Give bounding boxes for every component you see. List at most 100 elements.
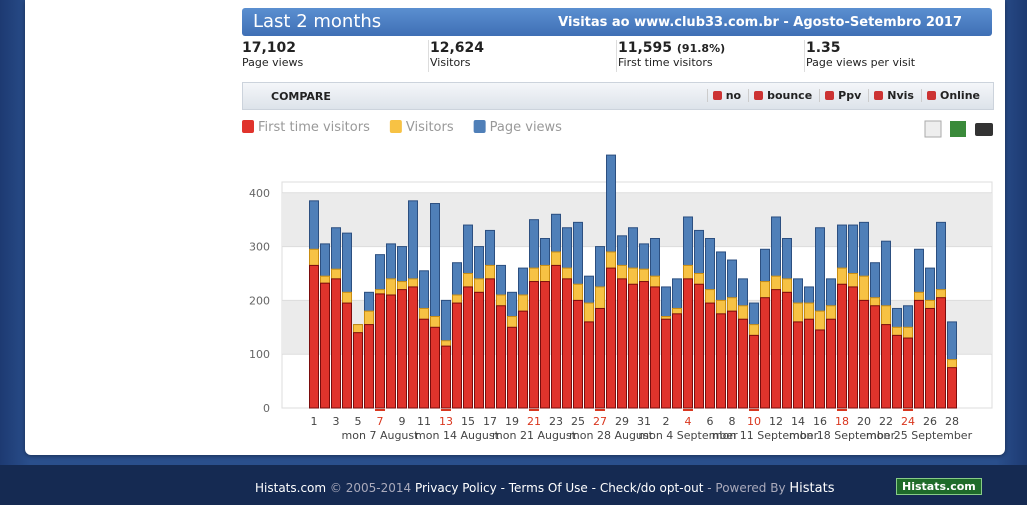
separator: - xyxy=(500,481,505,495)
bar xyxy=(474,291,484,409)
bar xyxy=(496,305,506,409)
bar xyxy=(892,334,902,409)
bar xyxy=(848,286,858,409)
x-tick-label: 26 xyxy=(923,415,937,428)
toolbar-button[interactable]: Ppv xyxy=(819,89,868,102)
stat-label: Visitors xyxy=(430,56,471,69)
legend-label: Page views xyxy=(490,120,563,135)
bar xyxy=(716,313,726,409)
bar xyxy=(463,286,473,409)
x-group-label: mon 4 September xyxy=(638,429,738,442)
x-group-label: mon 11 September xyxy=(712,429,819,442)
site-title: Visitas ao www.club33.com.br - Agosto-Se… xyxy=(558,15,962,30)
bar xyxy=(925,307,935,409)
stat: 12,624 Visitors xyxy=(430,40,617,72)
stat-value: 12,624 xyxy=(430,40,485,56)
y-tick-label: 100 xyxy=(249,348,270,361)
bar xyxy=(793,321,803,409)
bar xyxy=(353,332,363,409)
footer-link[interactable]: Check/do opt-out xyxy=(599,481,704,495)
x-tick-label: 4 xyxy=(685,415,692,428)
x-tick-label: 24 xyxy=(901,415,915,428)
stat-value: 17,102 xyxy=(242,40,297,56)
x-tick-label: 29 xyxy=(615,415,629,428)
bar xyxy=(419,318,429,409)
bar xyxy=(936,297,946,409)
bar xyxy=(815,329,825,409)
icon xyxy=(975,123,993,136)
x-tick-label: 23 xyxy=(549,415,563,428)
separator: - xyxy=(591,481,596,495)
bar xyxy=(881,324,891,409)
legend-swatch xyxy=(473,120,486,133)
x-tick-label: 9 xyxy=(399,415,406,428)
bar xyxy=(771,289,781,409)
footer-link[interactable]: Histats xyxy=(789,481,835,496)
x-tick-label: 5 xyxy=(355,415,362,428)
bar xyxy=(672,313,682,409)
x-group-label: mon 14 August xyxy=(415,429,500,442)
bar xyxy=(617,278,627,409)
bar xyxy=(760,297,770,409)
x-tick-label: 18 xyxy=(835,415,849,428)
toolbar-button[interactable]: no xyxy=(706,89,748,102)
x-tick-label: 3 xyxy=(333,415,340,428)
title: Last 2 months xyxy=(253,11,382,32)
footer-link[interactable]: Terms Of Use xyxy=(508,481,588,495)
logo[interactable]: Histats.com xyxy=(896,478,982,495)
stat: 1.35 Page views per visit xyxy=(806,40,992,72)
icon xyxy=(950,121,966,137)
icon xyxy=(924,120,942,138)
stat-label: First time visitors xyxy=(618,56,713,69)
legend-label: Visitors xyxy=(406,120,454,135)
bar xyxy=(683,278,693,409)
x-tick-label: 11 xyxy=(417,415,431,428)
footer-link[interactable]: Privacy Policy xyxy=(414,481,497,495)
bar xyxy=(331,278,341,409)
bar xyxy=(595,307,605,409)
bar xyxy=(441,345,451,409)
x-tick-label: 12 xyxy=(769,415,783,428)
bar xyxy=(518,310,528,409)
x-group-label: mon 25 September xyxy=(866,429,973,442)
bar xyxy=(738,318,748,409)
x-tick-label: 27 xyxy=(593,415,607,428)
toolbar: COMPARE no bounce Ppv Nvis Online xyxy=(242,82,994,110)
bar xyxy=(309,264,319,409)
bar xyxy=(540,281,550,409)
header: Last 2 months Visitas ao www.club33.com.… xyxy=(242,8,992,36)
x-group-label: mon 7 August xyxy=(342,429,420,442)
x-group-label: mon 18 September xyxy=(789,429,896,442)
x-tick-label: 17 xyxy=(483,415,497,428)
y-tick-label: 400 xyxy=(249,187,270,200)
x-tick-label: 19 xyxy=(505,415,519,428)
legend-label: First time visitors xyxy=(258,120,370,135)
toolbar-button[interactable]: Nvis xyxy=(868,89,921,102)
toolbar-buttons: no bounce Ppv Nvis Online xyxy=(706,89,987,102)
x-tick-label: 7 xyxy=(377,415,384,428)
bar xyxy=(573,299,583,409)
stat-value: 1.35 xyxy=(806,40,841,56)
bar xyxy=(694,283,704,409)
bar xyxy=(628,283,638,409)
footer-text: © 2005-2014 xyxy=(329,481,412,495)
chart: First time visitors Visitors Page views 0 10… xyxy=(242,120,993,442)
x-group-label: mon 21 August xyxy=(492,429,577,442)
bar xyxy=(727,310,737,409)
compare-button[interactable]: COMPARE xyxy=(271,90,331,103)
bar xyxy=(705,302,715,409)
toolbar-button[interactable]: Online xyxy=(920,89,987,102)
bar xyxy=(639,281,649,409)
stat-value: 11,595 xyxy=(618,40,673,56)
toolbar-button[interactable]: bounce xyxy=(748,89,819,102)
x-tick-label: 20 xyxy=(857,415,871,428)
x-tick-label: 14 xyxy=(791,415,805,428)
x-group-label: mon 28 August xyxy=(569,429,654,442)
footer-text: - Powered By xyxy=(707,481,786,495)
bar xyxy=(903,337,913,409)
bar xyxy=(397,289,407,409)
footer-link[interactable]: Histats.com xyxy=(255,481,327,495)
bar xyxy=(650,286,660,409)
stat-value: 11,595 (91.8%) xyxy=(618,40,804,56)
